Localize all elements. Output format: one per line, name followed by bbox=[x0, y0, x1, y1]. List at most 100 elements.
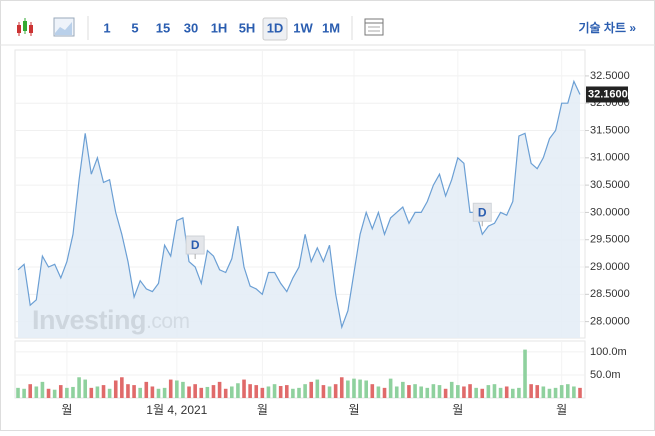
interval-button[interactable]: 1W bbox=[293, 20, 313, 35]
interval-button[interactable]: 5 bbox=[131, 20, 138, 35]
volume-bar bbox=[181, 381, 185, 398]
volume-bar bbox=[132, 385, 136, 398]
volume-bar bbox=[248, 384, 252, 398]
volume-bar bbox=[352, 378, 356, 398]
current-price-tag bbox=[586, 86, 628, 103]
price-line bbox=[17, 79, 581, 330]
area-icon[interactable] bbox=[53, 17, 75, 37]
volume-bar bbox=[535, 385, 540, 398]
volume-bar bbox=[205, 386, 210, 398]
volume-bar bbox=[517, 387, 521, 398]
volume-bar bbox=[291, 388, 295, 398]
current-price-label: 32.1600 bbox=[588, 88, 628, 100]
table-icon[interactable] bbox=[364, 18, 384, 36]
volume-bar bbox=[217, 381, 222, 398]
volume-bar bbox=[175, 380, 179, 398]
dividend-label: D bbox=[478, 205, 487, 219]
volume-bar bbox=[65, 387, 69, 398]
volume-bar bbox=[419, 386, 423, 398]
volume-bar bbox=[168, 379, 173, 398]
volume-bar bbox=[346, 380, 350, 398]
volume-bar bbox=[126, 384, 130, 398]
interval-button[interactable]: 5H bbox=[239, 20, 256, 35]
volume-bar bbox=[565, 384, 570, 398]
volume-bar bbox=[254, 385, 259, 398]
interval-button[interactable]: 1H bbox=[211, 20, 228, 35]
volume-bar bbox=[456, 385, 460, 398]
volume-bar bbox=[303, 384, 307, 398]
interval-button[interactable]: 30 bbox=[184, 20, 198, 35]
y-tick-label: 31.5000 bbox=[590, 124, 630, 136]
y-tick-label: 32.5000 bbox=[590, 70, 630, 82]
active-button-bg bbox=[262, 17, 288, 41]
y-tick-label: 100.0m bbox=[590, 346, 627, 358]
candle-icon[interactable] bbox=[17, 18, 33, 36]
interval-button[interactable]: 1M bbox=[322, 20, 340, 35]
volume-bar bbox=[529, 384, 533, 398]
volume-bar bbox=[572, 386, 576, 398]
volume-bar bbox=[578, 387, 582, 398]
volume-bar bbox=[242, 379, 246, 398]
volume-bar bbox=[309, 381, 314, 398]
volume-bar bbox=[77, 377, 81, 398]
volume-bar bbox=[34, 386, 39, 398]
price-area bbox=[18, 81, 580, 339]
volume-bar bbox=[211, 385, 216, 398]
volume-bar bbox=[150, 386, 155, 398]
interval-button[interactable]: 1 bbox=[103, 20, 110, 35]
volume-bar bbox=[278, 386, 283, 398]
volume-bar bbox=[120, 377, 124, 398]
volume-bar bbox=[468, 384, 472, 398]
volume-bar bbox=[401, 381, 405, 398]
volume-bar bbox=[523, 349, 527, 398]
volume-bar bbox=[370, 384, 375, 398]
volume-bar bbox=[431, 384, 436, 398]
volume-bar bbox=[425, 387, 430, 398]
volume-bar bbox=[449, 381, 454, 398]
volume-bar bbox=[113, 380, 118, 398]
x-tick-label: 월 bbox=[556, 403, 567, 417]
interval-button[interactable]: 1D bbox=[267, 20, 284, 35]
volume-bar bbox=[541, 386, 546, 398]
volume-bar bbox=[364, 380, 368, 398]
volume-bar bbox=[474, 387, 478, 398]
volume-bar bbox=[394, 386, 399, 398]
volume-bar bbox=[511, 388, 515, 398]
interval-button[interactable]: 15 bbox=[156, 20, 170, 35]
volume-bar bbox=[443, 388, 448, 398]
volume-bar bbox=[22, 388, 26, 398]
volume-bar bbox=[376, 386, 381, 398]
volume-bar bbox=[284, 385, 289, 398]
toolbar: 기술 차트 » bbox=[17, 16, 636, 40]
volume-bar bbox=[83, 379, 87, 398]
volume-bar bbox=[547, 388, 552, 398]
volume-bar bbox=[504, 386, 509, 398]
y-tick-label: 50.0m bbox=[590, 369, 621, 381]
volume-bar bbox=[492, 384, 497, 398]
tech-chart-link[interactable]: 기술 차트 » bbox=[578, 20, 636, 35]
volume-bar bbox=[358, 379, 362, 398]
volume-bar bbox=[236, 383, 240, 398]
volume-bar bbox=[413, 384, 417, 398]
volume-bar bbox=[187, 386, 191, 398]
volume-bar bbox=[193, 384, 197, 398]
y-tick-label: 29.5000 bbox=[590, 234, 630, 246]
volume-bar bbox=[52, 389, 57, 398]
x-tick-label: 1월 4, 2021 bbox=[146, 403, 207, 417]
volume-bar bbox=[388, 378, 393, 398]
volume-bar bbox=[46, 388, 51, 398]
x-tick-label: 월 bbox=[452, 403, 463, 417]
volume-bar bbox=[462, 386, 466, 398]
y-tick-label: 28.0000 bbox=[590, 316, 630, 328]
volume-bar bbox=[144, 381, 149, 398]
volume-bar bbox=[162, 387, 167, 398]
volume-bar bbox=[89, 387, 94, 398]
volume-bar bbox=[559, 385, 564, 398]
volume-bar bbox=[199, 387, 204, 398]
y-tick-label: 28.5000 bbox=[590, 288, 630, 300]
volume-bar bbox=[156, 388, 161, 398]
y-tick-label: 31.0000 bbox=[590, 152, 630, 164]
volume-bar bbox=[260, 387, 265, 398]
x-tick-label: 월 bbox=[61, 403, 72, 417]
